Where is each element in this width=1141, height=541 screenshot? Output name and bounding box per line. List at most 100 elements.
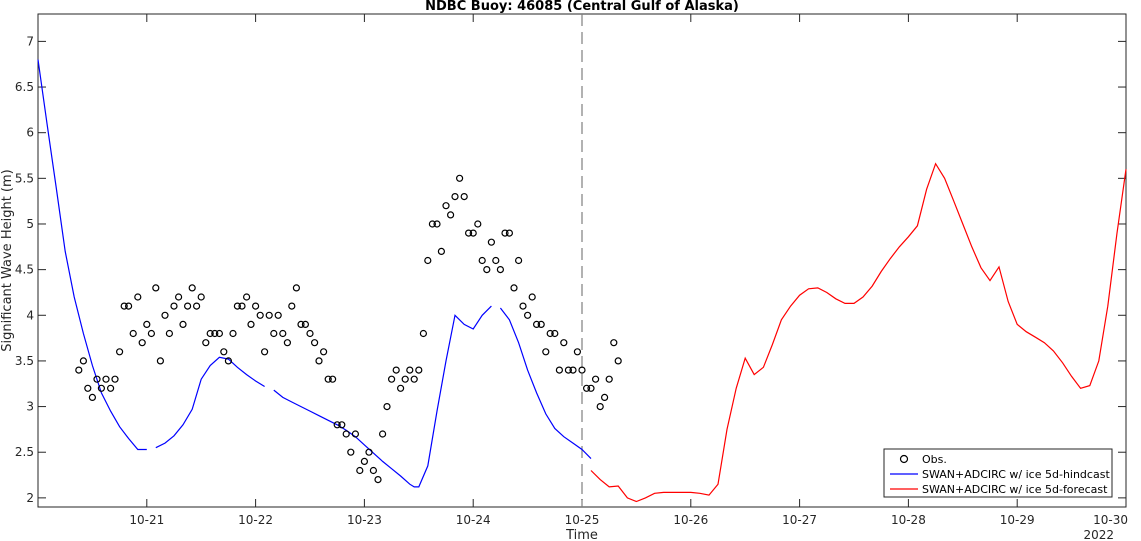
observation-point [596, 403, 604, 411]
observation-point [102, 375, 110, 383]
y-tick-label: 2.5 [15, 445, 34, 459]
observation-point [514, 256, 523, 265]
observation-point [360, 457, 368, 465]
observation-point [492, 256, 500, 265]
x-tick-label: 10-25 [565, 513, 600, 527]
observation-point [478, 256, 486, 265]
observation-point [342, 430, 350, 438]
legend-label: Obs. [922, 453, 947, 466]
y-tick-label: 6.5 [15, 80, 34, 94]
observation-point [320, 348, 328, 356]
observation-point [79, 357, 88, 365]
x-tick-label: 10-22 [238, 513, 273, 527]
observation-point [365, 448, 373, 456]
observation-point [560, 339, 568, 347]
observation-point [551, 329, 559, 338]
observation-point [351, 430, 359, 438]
observation-point [451, 193, 459, 201]
series-line-hindcast [499, 307, 592, 460]
observation-point [156, 357, 164, 365]
observation-point [233, 302, 241, 310]
observation-point [428, 220, 436, 228]
observation-point [243, 293, 251, 301]
observation-point [469, 229, 477, 237]
observation-point [487, 238, 495, 246]
observation-point [542, 348, 550, 356]
observation-point [224, 357, 232, 365]
observation-point [437, 247, 445, 255]
observation-point [333, 421, 341, 429]
observation-point [247, 320, 255, 328]
x-tick-label: 10-21 [129, 513, 164, 527]
observation-point [143, 320, 151, 328]
observation-point [397, 384, 405, 392]
observation-point [315, 357, 323, 365]
x-tick-label: 10-28 [891, 513, 926, 527]
observation-point [433, 220, 441, 228]
observation-point [610, 339, 618, 347]
observation-point [161, 311, 169, 319]
observation-point [283, 339, 291, 347]
observation-point [523, 311, 532, 319]
y-tick-label: 3 [26, 400, 34, 414]
observation-point [97, 384, 106, 392]
y-tick-label: 2 [26, 491, 34, 505]
y-tick-label: 5 [26, 217, 34, 231]
x-tick-label: 10-27 [782, 513, 817, 527]
observation-point [447, 211, 455, 219]
observation-point [474, 220, 482, 228]
observation-point [292, 284, 300, 292]
observation-point [306, 329, 314, 338]
observation-point [329, 375, 337, 383]
y-tick-label: 3.5 [15, 354, 34, 368]
observation-point [388, 375, 396, 383]
observation-point [419, 329, 427, 338]
observation-point [406, 366, 414, 374]
observation-point [483, 266, 491, 274]
observation-point [197, 293, 205, 301]
observation-point [505, 229, 513, 237]
observation-point [614, 357, 622, 365]
observation-point [324, 375, 332, 383]
observation-point [392, 366, 400, 374]
series-line-hindcast [37, 59, 147, 451]
observation-point [555, 366, 564, 374]
observation-point [537, 320, 545, 328]
observation-point [582, 384, 591, 392]
observation-point [465, 229, 473, 237]
observation-point [170, 302, 178, 310]
observation-point [274, 311, 282, 319]
observation-point [374, 476, 382, 484]
observation-point [93, 375, 101, 383]
observation-point [175, 293, 183, 301]
y-tick-label: 5.5 [15, 171, 34, 185]
observation-point [401, 375, 409, 383]
observation-point [288, 302, 296, 310]
observation-point [460, 193, 468, 201]
observation-point [188, 284, 196, 292]
y-tick-label: 6 [26, 126, 34, 140]
observation-point [88, 393, 97, 401]
observation-point [573, 348, 582, 356]
observation-point [379, 430, 387, 438]
legend-label: SWAN+ADCIRC w/ ice 5d-hindcast [922, 468, 1110, 481]
legend-box [883, 448, 1113, 498]
observation-point [369, 466, 377, 475]
observation-point [410, 375, 418, 383]
observation-point [138, 339, 146, 347]
observation-point [519, 302, 527, 310]
x-tick-label: 10-23 [347, 513, 382, 527]
observation-point [106, 384, 115, 392]
observation-point [510, 284, 518, 292]
observation-point [415, 366, 423, 374]
observation-point [252, 302, 260, 310]
observation-point [532, 320, 541, 328]
observation-point [120, 302, 128, 310]
series-line-hindcast [273, 305, 492, 488]
y-axis-title: Significant Wave Height (m) [0, 169, 15, 351]
observation-point [279, 329, 287, 338]
observation-point [501, 229, 509, 237]
observation-point [338, 421, 346, 429]
observation-point [356, 466, 364, 475]
